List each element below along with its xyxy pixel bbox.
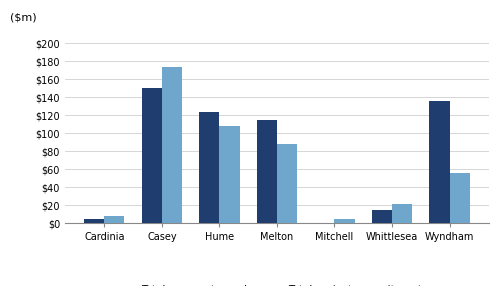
Bar xyxy=(257,120,277,223)
Bar xyxy=(142,88,162,223)
Text: ($m): ($m) xyxy=(10,13,36,23)
Bar xyxy=(199,112,220,223)
Bar xyxy=(104,216,124,223)
Bar xyxy=(277,144,297,223)
Bar xyxy=(334,219,355,223)
Bar xyxy=(84,219,104,223)
Bar xyxy=(430,101,450,223)
Bar xyxy=(450,173,470,223)
Legend: Total payments made, Total project commitments: Total payments made, Total project commi… xyxy=(122,281,432,286)
Bar xyxy=(162,67,182,223)
Bar xyxy=(392,204,412,223)
Bar xyxy=(220,126,240,223)
Bar xyxy=(372,210,392,223)
